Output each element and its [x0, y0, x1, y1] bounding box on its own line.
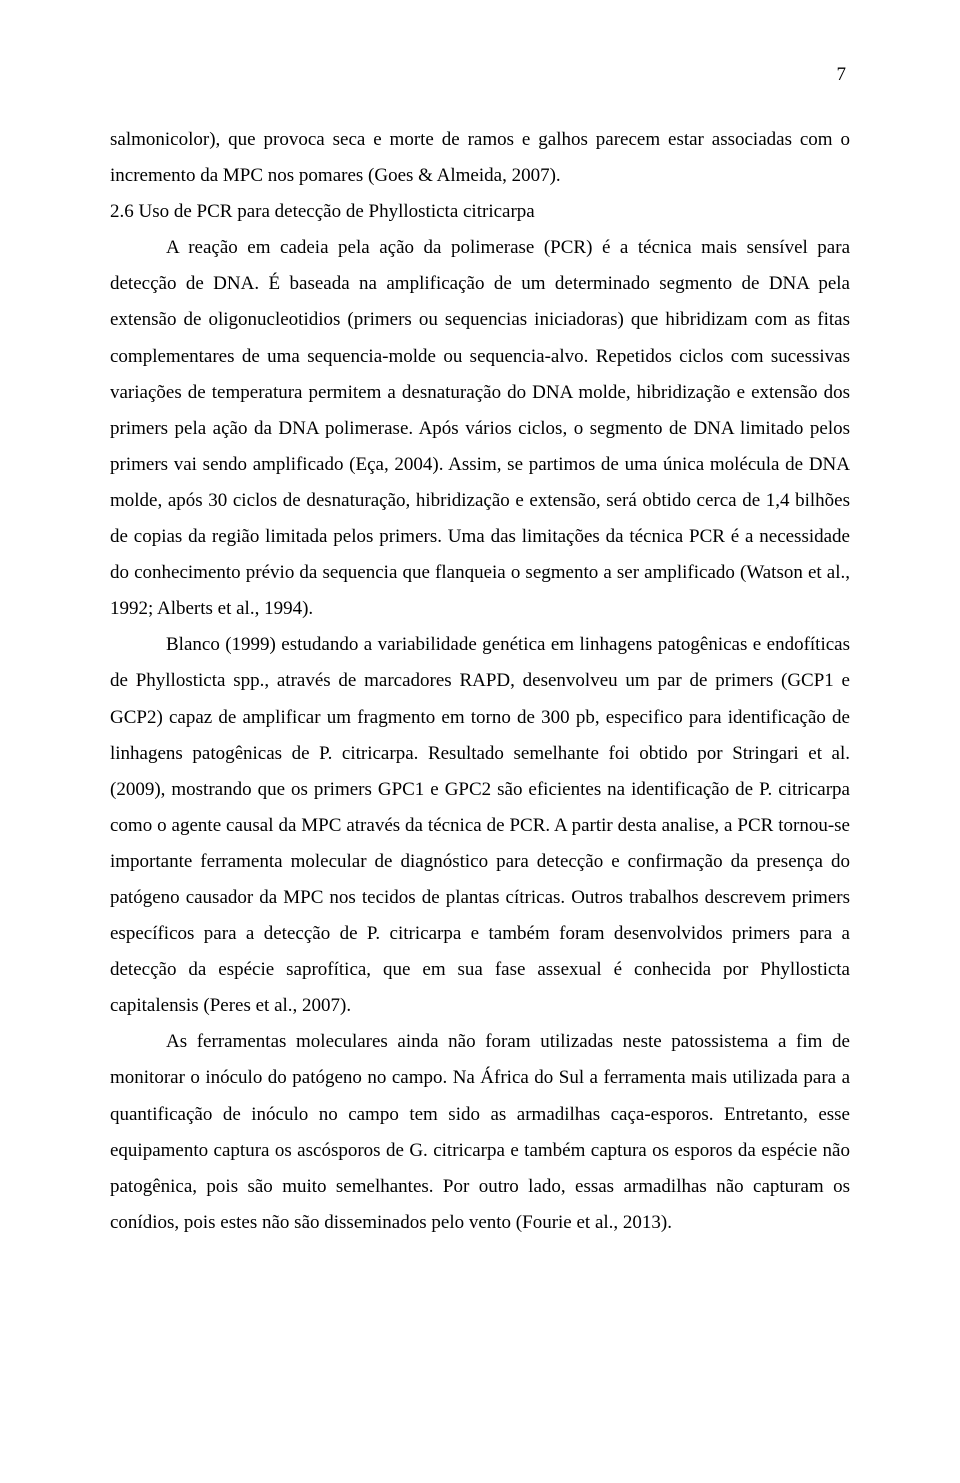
- body-paragraph: salmonicolor), que provoca seca e morte …: [110, 122, 850, 194]
- page-number: 7: [110, 64, 850, 86]
- section-heading: 2.6 Uso de PCR para detecção de Phyllost…: [110, 194, 850, 230]
- body-paragraph: Blanco (1999) estudando a variabilidade …: [110, 627, 850, 1024]
- body-paragraph: A reação em cadeia pela ação da polimera…: [110, 230, 850, 627]
- body-paragraph: As ferramentas moleculares ainda não for…: [110, 1024, 850, 1241]
